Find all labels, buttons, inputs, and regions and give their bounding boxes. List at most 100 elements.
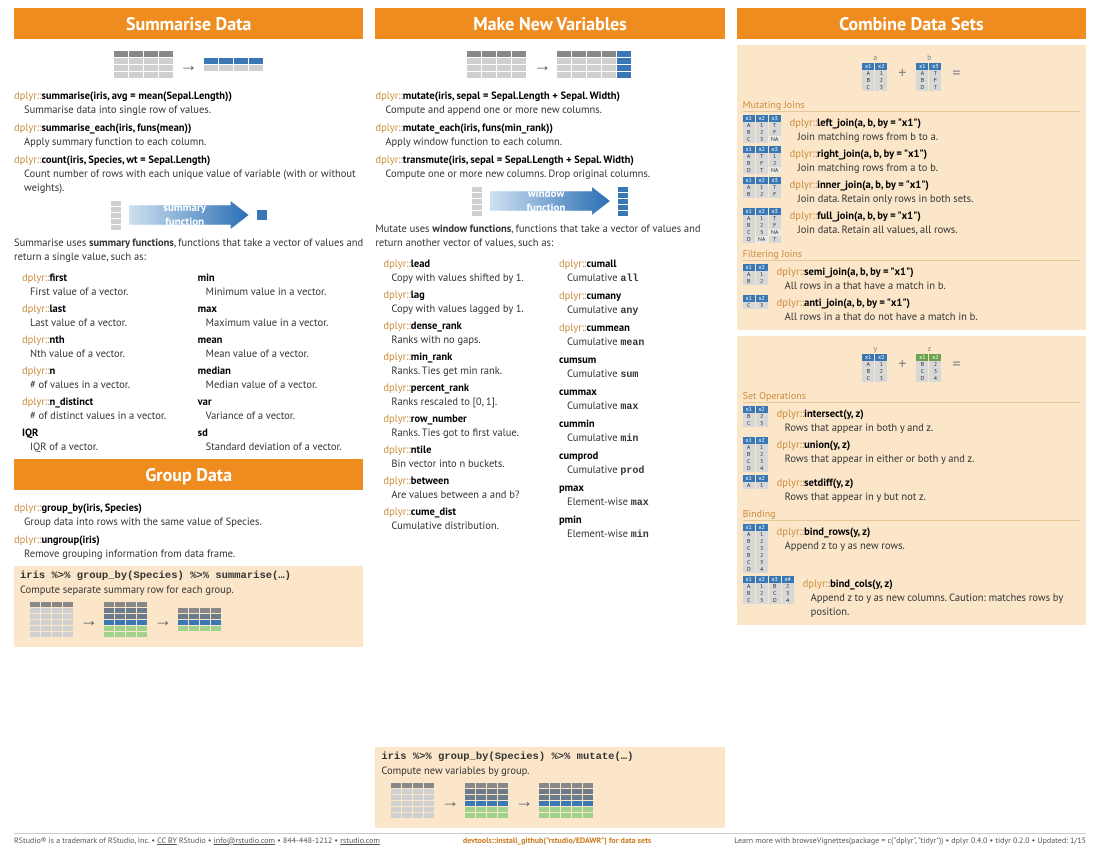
join-item: x1x2x3A1TB2FC3NAdplyr::left_join(a, b, b… <box>743 115 1080 143</box>
cmd-item: dplyr::group_by(iris, Species)Group data… <box>14 500 363 528</box>
func-item: dplyr::row_numberRanks. Ties got to firs… <box>383 411 549 439</box>
cmd-item: dplyr::summarise_each(iris, funs(mean))A… <box>14 120 363 148</box>
join-item: x1x2x3A1TB2FC3NADNATdplyr::full_join(a, … <box>743 208 1080 243</box>
func-item: minMinimum value in a vector. <box>198 270 364 298</box>
join-item: x1x2x3A1TB2Fdplyr::inner_join(a, b, by =… <box>743 177 1080 205</box>
func-item: sdStandard deviation of a vector. <box>198 425 364 453</box>
window-arrow-banner: windowfunction <box>375 186 724 216</box>
subsection-mutating: Mutating Joins <box>743 98 1080 112</box>
pipe-desc: Compute separate summary row for each gr… <box>20 582 357 596</box>
func-item: IQRIQR of a vector. <box>22 425 188 453</box>
join-result-table: x1x2A1B2C3B2C3D4 <box>743 524 769 573</box>
page-grid: Summarise Data → dplyr::summarise(iris, … <box>14 8 1086 828</box>
footer-mid: devtools::install_github("rstudio/EDAWR"… <box>463 836 651 846</box>
cmd-item: dplyr::mutate(iris, sepal = Sepal.Length… <box>375 88 724 116</box>
join-item: x1x2A1B2C3D4dplyr::union(y, z)Rows that … <box>743 437 1080 472</box>
func-item: dplyr::lagCopy with values lagged by 1. <box>383 287 549 315</box>
arrow-icon: → <box>533 53 551 76</box>
func-item: maxMaximum value in a vector. <box>198 301 364 329</box>
func-item: dplyr::nthNth value of a vector. <box>22 332 188 360</box>
arrow-icon: → <box>180 53 198 76</box>
func-item: varVariance of a vector. <box>198 394 364 422</box>
join-result-table: x1x2B2C3 <box>743 406 769 427</box>
cmd-item: dplyr::mutate_each(iris, funs(min_rank))… <box>375 120 724 148</box>
subsection-set: Set Operations <box>743 389 1080 403</box>
join-result-table: x1x2A1 <box>743 475 769 489</box>
pipe-desc: Compute new variables by group. <box>381 763 718 777</box>
combine-panel-joins: a x1x2A1B2C3 + b x1x3ATBFDT = Mutating J… <box>737 45 1086 330</box>
cmd-item: dplyr::summarise(iris, avg = mean(Sepal.… <box>14 88 363 116</box>
func-item: cumsumCumulative sum <box>559 352 725 381</box>
func-item: dplyr::cumanyCumulative any <box>559 288 725 317</box>
join-item: x1x2A1B2dplyr::semi_join(a, b, by = "x1"… <box>743 264 1080 292</box>
combine-panel-sets: y x1x2A1B2C3 + z x1x2B2C3D4 = Set Operat… <box>737 336 1086 625</box>
footer-right: Learn more with browseVignettes(package … <box>734 836 1086 846</box>
func-item: cumprodCumulative prod <box>559 448 725 477</box>
func-item: medianMedian value of a vector. <box>198 363 364 391</box>
summarise-explain: Summarise uses summary functions, functi… <box>14 236 363 263</box>
arrow-label-bot: function <box>165 215 204 229</box>
join-item: x1x2A1dplyr::setdiff(y, z)Rows that appe… <box>743 475 1080 503</box>
plus-icon: + <box>898 63 906 83</box>
cmd-item: dplyr::count(iris, Species, wt = Sepal.L… <box>14 152 363 194</box>
join-result-table: x1x2x3A1TB2F <box>743 177 782 198</box>
arrow-label-top: summary <box>163 201 206 215</box>
join-result-table: x1x2x3AT1BF2DTNA <box>743 146 782 174</box>
func-item: cummaxCumulative max <box>559 384 725 413</box>
mutate-explain: Mutate uses window functions, functions … <box>375 222 724 249</box>
func-item: dplyr::ntileBin vector into n buckets. <box>383 442 549 470</box>
footer: RStudio® is a trademark of RStudio, Inc.… <box>14 833 1086 846</box>
func-item: meanMean value of a vector. <box>198 332 364 360</box>
func-item: dplyr::percent_rankRanks rescaled to [0,… <box>383 380 549 408</box>
join-item: x1x2x3x4A1B2B2C3C3D4dplyr::bind_cols(y, … <box>743 576 1080 618</box>
summary-funcs: dplyr::firstFirst value of a vector.dply… <box>14 267 363 453</box>
pipe-block-1: iris %>% group_by(Species) %>% summarise… <box>14 566 363 647</box>
join-result-table: x1x2A1B2C3D4 <box>743 437 769 472</box>
equals-icon: = <box>952 354 960 374</box>
diagram-summarise-top: → <box>14 51 363 78</box>
join-result-table: x1x2C3 <box>743 295 769 309</box>
title-summarise: Summarise Data <box>14 8 363 39</box>
func-item: dplyr::firstFirst value of a vector. <box>22 270 188 298</box>
footer-left: RStudio® is a trademark of RStudio, Inc.… <box>14 836 380 846</box>
window-funcs: dplyr::leadCopy with values shifted by 1… <box>375 253 724 541</box>
group-cmds: dplyr::group_by(iris, Species)Group data… <box>14 496 363 560</box>
cmd-list: dplyr::summarise(iris, avg = mean(Sepal.… <box>14 84 363 194</box>
subsection-filtering: Filtering Joins <box>743 247 1080 261</box>
pipe-code: iris %>% group_by(Species) %>% mutate(…) <box>381 751 718 763</box>
summary-arrow-banner: summaryfunction <box>14 200 363 230</box>
arrow-label-bot: function <box>527 201 566 215</box>
join-item: x1x2A1B2C3B2C3D4dplyr::bind_rows(y, z)Ap… <box>743 524 1080 573</box>
equals-icon: = <box>952 63 960 83</box>
join-item: x1x2B2C3dplyr::intersect(y, z)Rows that … <box>743 406 1080 434</box>
pipe-diagram: → → <box>20 602 357 637</box>
diagram-mutate-top: → <box>375 51 724 78</box>
combine-header-yz: y x1x2A1B2C3 + z x1x2B2C3D4 = <box>743 344 1080 383</box>
pipe-block-2: iris %>% group_by(Species) %>% mutate(…)… <box>375 747 724 828</box>
func-item: dplyr::min_rankRanks. Ties get min rank. <box>383 349 549 377</box>
title-combine: Combine Data Sets <box>737 8 1086 39</box>
join-result-table: x1x2A1B2 <box>743 264 769 285</box>
func-item: dplyr::n_distinct# of distinct values in… <box>22 394 188 422</box>
func-item: dplyr::lastLast value of a vector. <box>22 301 188 329</box>
func-item: pminElement-wise min <box>559 512 725 541</box>
func-item: dplyr::cumallCumulative all <box>559 256 725 285</box>
join-item: x1x2C3dplyr::anti_join(a, b, by = "x1")A… <box>743 295 1080 323</box>
join-result-table: x1x2x3A1TB2FC3NADNAT <box>743 208 782 243</box>
mutate-cmds: dplyr::mutate(iris, sepal = Sepal.Length… <box>375 84 724 180</box>
func-item: pmaxElement-wise max <box>559 480 725 509</box>
func-item: dplyr::dense_rankRanks with no gaps. <box>383 318 549 346</box>
col-combine: Combine Data Sets a x1x2A1B2C3 + b x1x3A… <box>737 8 1086 828</box>
func-item: dplyr::cume_distCumulative distribution. <box>383 504 549 532</box>
cmd-item: dplyr::transmute(iris, sepal = Sepal.Len… <box>375 152 724 180</box>
arrow-label-top: window <box>528 187 565 201</box>
func-item: dplyr::leadCopy with values shifted by 1… <box>383 256 549 284</box>
combine-header-ab: a x1x2A1B2C3 + b x1x3ATBFDT = <box>743 53 1080 92</box>
pipe-code: iris %>% group_by(Species) %>% summarise… <box>20 570 357 582</box>
join-item: x1x2x3AT1BF2DTNAdplyr::right_join(a, b, … <box>743 146 1080 174</box>
pipe-diagram: → → <box>381 783 718 818</box>
cmd-item: dplyr::ungroup(iris)Remove grouping info… <box>14 532 363 560</box>
col-mutate: Make New Variables → dplyr::mutate(iris,… <box>375 8 724 828</box>
title-group: Group Data <box>14 459 363 490</box>
func-item: cumminCumulative min <box>559 416 725 445</box>
